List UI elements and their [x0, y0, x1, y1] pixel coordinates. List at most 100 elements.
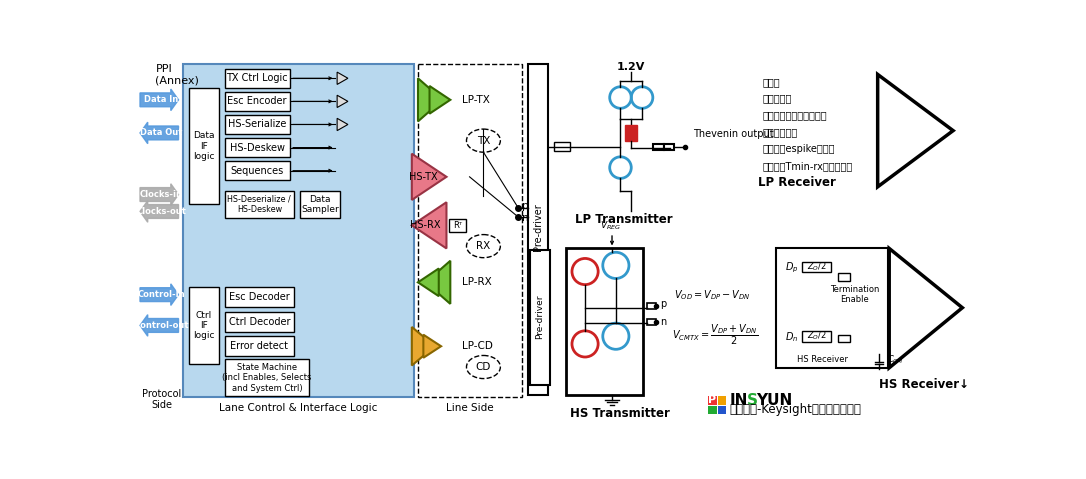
Text: n: n — [522, 214, 529, 223]
Bar — [225, 115, 290, 134]
Bar — [225, 69, 290, 88]
Bar — [225, 191, 294, 218]
Bar — [225, 336, 294, 356]
Polygon shape — [337, 72, 348, 84]
Text: Lane Control & Interface Logic: Lane Control & Interface Logic — [219, 403, 378, 413]
Bar — [418, 64, 522, 397]
Bar — [189, 88, 218, 204]
Bar — [554, 142, 570, 151]
Text: Rᵀ: Rᵀ — [453, 221, 462, 230]
Text: $V_{OD}=V_{DP}-V_{DN}$: $V_{OD}=V_{DP}-V_{DN}$ — [673, 288, 750, 302]
Text: $D_p$: $D_p$ — [785, 261, 798, 275]
Text: Line Side: Line Side — [445, 403, 493, 413]
Text: TX: TX — [477, 136, 490, 146]
Text: Data In: Data In — [144, 95, 179, 104]
Bar — [803, 262, 832, 272]
Text: LP Receiver: LP Receiver — [758, 176, 836, 190]
Bar — [646, 303, 656, 309]
Polygon shape — [337, 118, 348, 131]
Text: $Z_O/2$: $Z_O/2$ — [807, 330, 826, 342]
Text: $V_{REG}$: $V_{REG}$ — [601, 219, 621, 231]
Polygon shape — [430, 86, 451, 114]
Text: Data Out: Data Out — [140, 128, 182, 137]
Polygon shape — [140, 89, 178, 111]
Bar — [225, 311, 294, 331]
Text: LP-TX: LP-TX — [462, 95, 490, 105]
Text: Pre-driver: Pre-driver — [533, 203, 543, 251]
Bar — [837, 273, 850, 281]
Text: 集成返滯電路: 集成返滯電路 — [762, 127, 797, 137]
Bar — [528, 64, 548, 395]
Bar — [225, 287, 294, 307]
Text: $D_n$: $D_n$ — [785, 330, 798, 344]
Polygon shape — [412, 154, 446, 200]
Text: CD: CD — [476, 362, 491, 372]
Text: Clocks-in: Clocks-in — [140, 190, 184, 199]
Bar — [646, 319, 656, 325]
Text: HS-RX: HS-RX — [409, 220, 440, 230]
Text: LP-RX: LP-RX — [462, 277, 492, 287]
Bar — [718, 396, 725, 405]
Bar — [776, 249, 887, 368]
Polygon shape — [140, 315, 178, 336]
Bar — [225, 359, 310, 396]
Text: Termination
Enable: Termination Enable — [830, 285, 880, 304]
Bar — [718, 406, 725, 414]
Text: 接收滿足Tmin-rx参数的脈冲: 接收滿足Tmin-rx参数的脈冲 — [762, 161, 853, 171]
Text: Control-out: Control-out — [135, 321, 189, 330]
Text: S: S — [747, 393, 758, 408]
Text: n: n — [660, 318, 667, 327]
Bar — [300, 191, 340, 218]
Text: YUN: YUN — [756, 393, 793, 408]
Bar — [653, 144, 664, 150]
Text: TX Ctrl Logic: TX Ctrl Logic — [226, 73, 288, 83]
Text: Pre-driver: Pre-driver — [535, 295, 544, 339]
Bar — [449, 219, 466, 231]
Polygon shape — [412, 202, 446, 249]
Bar — [189, 287, 218, 364]
Text: Clocks-out: Clocks-out — [137, 207, 187, 216]
Text: p: p — [522, 201, 529, 211]
Text: Ctrl Decoder: Ctrl Decoder — [229, 317, 290, 327]
Text: Esc Encoder: Esc Encoder — [227, 96, 287, 106]
Text: Sequences: Sequences — [230, 166, 283, 176]
Text: 濾除噪声、抑制射頻干擾: 濾除噪声、抑制射頻干擾 — [762, 111, 826, 121]
Bar — [708, 406, 717, 414]
Bar — [803, 331, 832, 342]
Text: Protocol
Side: Protocol Side — [142, 388, 181, 410]
Text: LP-CD: LP-CD — [462, 341, 493, 351]
Text: Ctrl
IF
logic: Ctrl IF logic — [193, 310, 215, 341]
Bar — [225, 92, 290, 111]
Bar — [837, 335, 850, 342]
Polygon shape — [426, 261, 451, 304]
Polygon shape — [140, 201, 178, 222]
Polygon shape — [140, 284, 178, 306]
Bar — [626, 125, 637, 141]
Text: LP Transmitter: LP Transmitter — [574, 213, 672, 226]
Text: IN: IN — [730, 393, 748, 408]
Bar — [708, 396, 717, 405]
Bar — [530, 250, 550, 385]
Text: Thevenin output: Thevenin output — [693, 129, 773, 139]
Text: Control-In: Control-In — [138, 290, 186, 299]
Text: PPI
(Annex): PPI (Annex) — [155, 64, 199, 85]
Text: 末端接: 末端接 — [762, 77, 780, 87]
Text: Esc Decoder: Esc Decoder — [229, 292, 290, 302]
Polygon shape — [412, 327, 434, 365]
Text: Data
IF
logic: Data IF logic — [193, 131, 215, 161]
Text: HS-Deserialize /
HS-Deskew: HS-Deserialize / HS-Deskew — [227, 195, 291, 214]
Text: RX: RX — [477, 241, 491, 251]
Text: State Machine
(incl Enables, Selects
and System Ctrl): State Machine (incl Enables, Selects and… — [223, 363, 312, 393]
Text: p: p — [660, 299, 667, 309]
Text: 注重低功耗: 注重低功耗 — [762, 94, 792, 103]
Text: 品勵科技-Keysight正式授權經銷商: 品勵科技-Keysight正式授權經銷商 — [730, 403, 861, 416]
Text: HS Receiver: HS Receiver — [797, 355, 848, 364]
Text: 抑制小于espike的信号: 抑制小于espike的信号 — [762, 145, 835, 155]
Text: HS-Serialize: HS-Serialize — [228, 119, 287, 129]
Polygon shape — [140, 184, 178, 205]
Text: HS-TX: HS-TX — [409, 172, 438, 182]
Bar — [664, 144, 674, 150]
Bar — [184, 64, 414, 397]
Text: Error detect: Error detect — [230, 341, 289, 351]
Text: P: P — [708, 395, 716, 405]
